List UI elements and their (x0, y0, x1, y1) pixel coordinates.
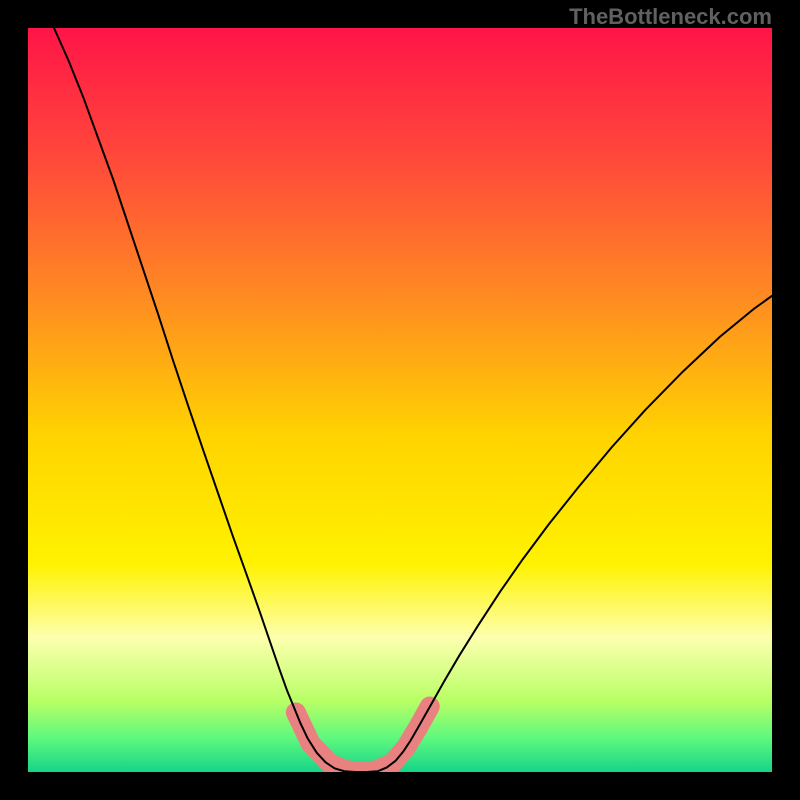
watermark-text: TheBottleneck.com (569, 4, 772, 30)
chart-background (28, 28, 772, 772)
bottleneck-chart (28, 28, 772, 772)
